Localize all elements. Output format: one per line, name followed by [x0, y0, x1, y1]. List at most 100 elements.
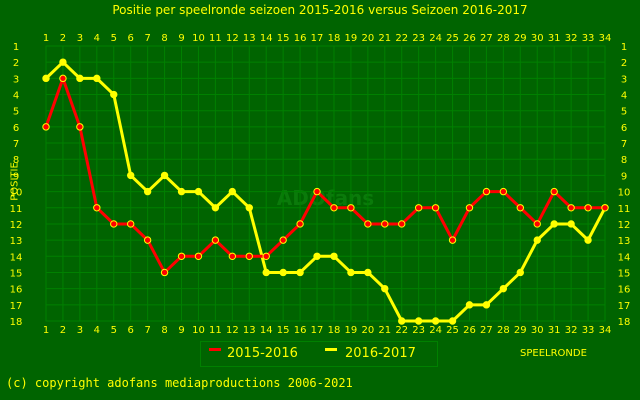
y-tick-label-right: 6 [621, 123, 627, 134]
data-point-2016-2017 [414, 317, 423, 325]
data-point-2016-2017 [516, 268, 525, 277]
x-tick-label-top: 18 [328, 33, 341, 44]
x-tick-label-top: 29 [514, 33, 527, 44]
legend-label-2015-2016: 2015-2016 [227, 346, 298, 361]
x-tick-label-top: 32 [565, 33, 578, 44]
y-tick-label-left: 14 [10, 252, 23, 263]
y-tick-label-right: 2 [621, 58, 627, 69]
x-tick-label-bottom: 18 [328, 325, 341, 336]
data-point-2015-2016 [550, 187, 558, 196]
x-tick-label-top: 6 [128, 33, 134, 44]
x-tick-label-bottom: 28 [497, 325, 510, 336]
x-tick-label-bottom: 6 [128, 325, 134, 336]
x-tick-label-bottom: 24 [429, 325, 442, 336]
y-tick-label-right: 15 [618, 268, 631, 279]
x-tick-label-bottom: 16 [294, 325, 307, 336]
data-point-2016-2017 [330, 252, 338, 260]
y-tick-label-right: 13 [618, 236, 631, 247]
data-point-2016-2017 [465, 301, 474, 309]
data-point-2016-2017 [533, 236, 541, 244]
data-point-2015-2016 [398, 220, 406, 228]
data-point-2016-2017 [126, 171, 135, 180]
data-point-2016-2017 [364, 268, 372, 277]
x-tick-label-bottom: 13 [243, 325, 256, 336]
x-tick-label-bottom: 4 [94, 325, 100, 336]
data-point-2016-2017 [262, 268, 270, 277]
data-point-2016-2017 [279, 268, 287, 277]
legend-swatch-2016-2017 [325, 348, 337, 351]
x-tick-label-top: 23 [412, 33, 425, 44]
data-point-2016-2017 [347, 268, 355, 277]
data-point-2016-2017 [177, 187, 186, 196]
data-point-2015-2016 [330, 204, 338, 212]
x-tick-label-bottom: 2 [60, 325, 66, 336]
y-tick-label-right: 18 [618, 317, 631, 328]
x-tick-label-top: 27 [480, 33, 493, 44]
x-tick-label-bottom: 12 [226, 325, 239, 336]
x-tick-label-bottom: 34 [599, 325, 612, 336]
x-tick-label-top: 26 [463, 33, 476, 44]
data-point-2016-2017 [499, 284, 508, 293]
data-point-2015-2016 [431, 204, 440, 212]
data-point-2015-2016 [567, 204, 575, 212]
y-tick-label-right: 9 [621, 171, 627, 182]
x-tick-label-bottom: 14 [260, 325, 273, 336]
x-axis-label: SPEELRONDE [520, 348, 587, 359]
data-point-2015-2016 [143, 236, 152, 244]
x-tick-label-bottom: 32 [565, 325, 578, 336]
x-tick-label-top: 7 [144, 33, 150, 44]
data-point-2016-2017 [143, 187, 152, 196]
data-point-2016-2017 [584, 236, 592, 244]
data-point-2015-2016 [211, 236, 220, 244]
x-tick-label-bottom: 27 [480, 325, 493, 336]
data-point-2015-2016 [262, 252, 270, 260]
x-tick-label-top: 16 [294, 33, 307, 44]
x-tick-label-top: 3 [77, 33, 83, 44]
data-point-2015-2016 [194, 252, 203, 260]
legend: 2015-2016 2016-2017 [200, 341, 438, 367]
data-point-2015-2016 [177, 252, 186, 260]
x-tick-label-bottom: 26 [463, 325, 476, 336]
data-point-2016-2017 [296, 268, 304, 277]
x-tick-label-top: 30 [531, 33, 544, 44]
data-point-2016-2017 [567, 220, 575, 228]
y-tick-label-left: 7 [13, 139, 19, 150]
x-tick-label-top: 15 [277, 33, 290, 44]
y-tick-label-right: 3 [621, 74, 627, 85]
x-tick-label-top: 1 [43, 33, 49, 44]
x-tick-label-top: 21 [378, 33, 391, 44]
y-tick-label-right: 5 [621, 107, 627, 118]
data-point-2015-2016 [482, 187, 491, 196]
x-tick-label-top: 10 [192, 33, 205, 44]
y-tick-label-right: 7 [621, 139, 627, 150]
y-tick-label-left: 10 [10, 188, 23, 199]
data-point-2016-2017 [550, 220, 558, 228]
x-tick-label-top: 12 [226, 33, 239, 44]
data-point-2015-2016 [347, 204, 355, 212]
x-tick-label-top: 5 [111, 33, 117, 44]
data-point-2016-2017 [398, 317, 406, 325]
y-tick-label-left: 15 [10, 268, 23, 279]
x-tick-label-top: 11 [209, 33, 222, 44]
y-tick-label-right: 17 [618, 301, 631, 312]
x-tick-label-bottom: 3 [77, 325, 83, 336]
data-point-2015-2016 [93, 204, 101, 212]
data-point-2016-2017 [448, 317, 457, 325]
x-tick-label-top: 14 [260, 33, 273, 44]
y-tick-label-left: 3 [13, 74, 19, 85]
data-point-2015-2016 [160, 268, 169, 277]
x-tick-label-top: 17 [311, 33, 324, 44]
x-tick-label-top: 25 [446, 33, 459, 44]
x-tick-label-bottom: 30 [531, 325, 544, 336]
copyright-notice: (c) copyright adofans mediaproductions 2… [6, 376, 353, 390]
y-tick-label-left: 6 [13, 123, 19, 134]
data-point-2016-2017 [381, 284, 389, 293]
y-tick-label-right: 12 [618, 220, 631, 231]
data-point-2016-2017 [211, 204, 220, 212]
data-point-2015-2016 [499, 187, 508, 196]
data-point-2015-2016 [381, 220, 389, 228]
x-tick-label-bottom: 29 [514, 325, 527, 336]
y-tick-label-right: 10 [618, 188, 631, 199]
